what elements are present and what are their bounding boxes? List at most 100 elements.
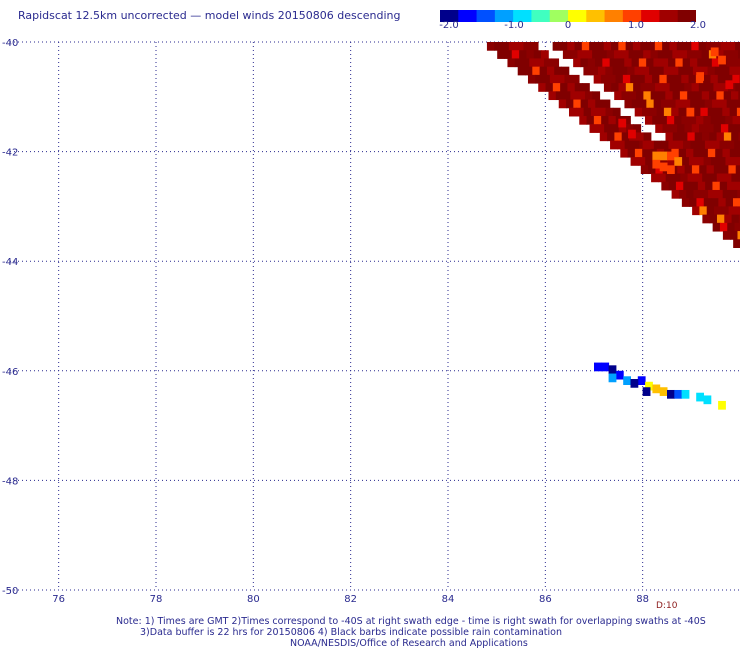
wind-cell bbox=[683, 181, 692, 191]
wind-cell bbox=[569, 107, 577, 117]
wind-cell bbox=[688, 157, 697, 166]
wind-cell bbox=[590, 107, 599, 117]
wind-cell bbox=[652, 74, 660, 84]
wind-cell bbox=[535, 74, 544, 84]
wind-cell bbox=[584, 91, 593, 101]
wind-cell bbox=[603, 83, 612, 92]
wind-cell bbox=[736, 107, 740, 117]
wind-cell bbox=[735, 165, 740, 175]
wind-cell bbox=[650, 50, 659, 59]
wind-cell bbox=[536, 58, 545, 68]
wind-cell bbox=[728, 206, 737, 216]
wind-cell bbox=[678, 189, 687, 199]
wind-cell bbox=[621, 91, 630, 101]
wind-cell bbox=[625, 83, 634, 92]
wind-cell bbox=[679, 91, 688, 101]
wind-cell bbox=[559, 42, 568, 51]
wind-cell bbox=[691, 124, 700, 133]
wind-cell bbox=[679, 50, 688, 59]
wind-cell bbox=[604, 124, 612, 133]
wind-cell bbox=[517, 66, 526, 76]
wind-cell bbox=[497, 50, 505, 59]
wind-cell bbox=[716, 173, 725, 183]
wind-cell bbox=[527, 74, 536, 84]
wind-cell bbox=[522, 58, 530, 68]
wind-cell bbox=[725, 198, 734, 207]
footer-note-line3: NOAA/NESDIS/Office of Research and Appli… bbox=[290, 638, 528, 649]
wind-cell bbox=[674, 389, 683, 399]
wind-cell bbox=[702, 214, 711, 224]
wind-cell bbox=[563, 91, 571, 101]
wind-cell bbox=[687, 91, 695, 101]
wind-cell bbox=[723, 50, 732, 59]
wind-cell bbox=[671, 66, 679, 76]
wind-cell bbox=[668, 58, 676, 68]
wind-cell bbox=[711, 58, 720, 68]
wind-cell bbox=[730, 50, 739, 59]
wind-cell bbox=[693, 107, 701, 117]
wind-cell bbox=[693, 148, 702, 158]
wind-cell bbox=[709, 214, 718, 224]
wind-cell bbox=[738, 214, 740, 224]
wind-cell bbox=[725, 157, 734, 166]
wind-cell bbox=[720, 124, 729, 133]
lon-tick-label: 88 bbox=[636, 594, 649, 605]
wind-cell bbox=[718, 55, 726, 65]
wind-cell bbox=[733, 58, 740, 68]
colorbar-tick-label: -1.0 bbox=[504, 20, 524, 31]
wind-cell bbox=[653, 58, 662, 68]
colorbar-swatch bbox=[531, 10, 551, 22]
wind-cell bbox=[694, 91, 703, 101]
wind-cell bbox=[736, 66, 740, 76]
wind-cell bbox=[684, 83, 693, 92]
wind-cell bbox=[688, 74, 697, 84]
wind-cell bbox=[726, 58, 735, 68]
wind-cell bbox=[560, 83, 568, 92]
wind-cell bbox=[642, 140, 651, 150]
wind-cell bbox=[549, 74, 558, 84]
wind-cell bbox=[710, 157, 719, 166]
wind-cell bbox=[671, 148, 680, 158]
wind-cell bbox=[643, 91, 652, 101]
wind-cell bbox=[539, 66, 548, 76]
wind-cell bbox=[494, 42, 503, 51]
wind-cell bbox=[722, 66, 730, 76]
wind-cell bbox=[690, 181, 699, 191]
wind-cell bbox=[684, 124, 693, 133]
wind-cell bbox=[669, 42, 678, 51]
wind-cell bbox=[530, 42, 539, 51]
map-title: Rapidscat 12.5km uncorrected — model win… bbox=[18, 9, 401, 22]
wind-cell bbox=[672, 132, 681, 142]
wind-cell bbox=[614, 91, 622, 101]
wind-cell bbox=[703, 74, 711, 84]
wind-cell bbox=[618, 124, 627, 133]
wind-cell bbox=[598, 107, 607, 117]
wind-cell bbox=[649, 66, 657, 76]
wind-cell bbox=[659, 74, 668, 84]
wind-cell bbox=[674, 157, 683, 166]
wind-cell bbox=[595, 99, 604, 109]
wind-cell bbox=[726, 99, 735, 109]
wind-cell bbox=[573, 99, 582, 109]
wind-cell bbox=[639, 99, 647, 109]
wind-cell bbox=[707, 66, 716, 76]
lat-tick-label: -50 bbox=[2, 586, 18, 597]
wind-cell bbox=[713, 83, 722, 92]
wind-cell bbox=[709, 173, 718, 183]
wind-cell bbox=[699, 206, 708, 216]
wind-cell bbox=[610, 140, 618, 150]
wind-cell bbox=[696, 115, 704, 125]
footer-note-line1: Note: 1) Times are GMT 2)Times correspon… bbox=[116, 616, 706, 627]
wind-cell bbox=[668, 99, 677, 109]
wind-cell bbox=[726, 140, 735, 150]
wind-cell bbox=[681, 389, 690, 399]
wind-cell bbox=[671, 107, 680, 117]
wind-cell bbox=[721, 165, 729, 175]
wind-cell bbox=[486, 42, 495, 51]
wind-cell bbox=[584, 50, 593, 59]
wind-cell bbox=[703, 157, 712, 166]
wind-cell bbox=[715, 107, 723, 117]
wind-cell bbox=[704, 99, 713, 109]
wind-cell bbox=[576, 107, 585, 117]
wind-cell bbox=[714, 66, 723, 76]
